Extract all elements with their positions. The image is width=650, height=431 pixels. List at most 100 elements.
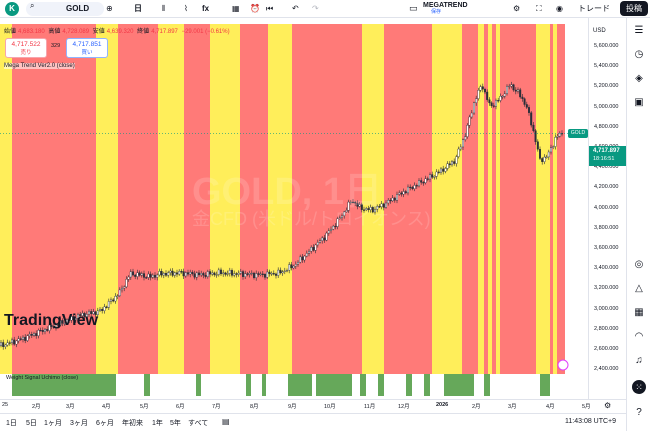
indicators-button[interactable]: fx: [202, 4, 210, 13]
candle-body: [105, 306, 108, 308]
indicator-legend[interactable]: Mega Trend Ver2.0 (close): [4, 63, 75, 69]
settings-icon[interactable]: ⚙: [513, 4, 521, 13]
candle-body: [314, 244, 317, 251]
candle-body: [103, 306, 106, 311]
stream-icon[interactable]: ◠: [634, 331, 644, 342]
alert-clock-icon[interactable]: ⏰: [250, 4, 260, 13]
candle-body: [466, 125, 469, 137]
candle-body: [343, 211, 346, 217]
help-icon[interactable]: ?: [636, 407, 642, 418]
candle-body: [4, 344, 7, 347]
time-tick: 10月: [324, 404, 336, 410]
candle-body: [112, 299, 115, 302]
range-button[interactable]: 5年: [170, 420, 181, 427]
trend-zone-yellow: [362, 24, 384, 376]
candle-body: [33, 333, 36, 336]
data-window-icon[interactable]: ▣: [634, 97, 644, 108]
candle-body: [158, 271, 161, 276]
replay-icon[interactable]: ⏮: [266, 4, 274, 13]
candle-body: [211, 272, 214, 275]
candle-body: [204, 275, 207, 277]
chart-pane[interactable]: [0, 24, 588, 399]
trade-button[interactable]: トレード: [578, 4, 610, 13]
range-button[interactable]: 3ヶ月: [70, 420, 88, 427]
candle-body: [197, 272, 200, 276]
ideas-icon[interactable]: △: [635, 283, 643, 294]
future-area: [565, 24, 588, 399]
buy-button[interactable]: 4,717.851 買い: [66, 38, 108, 58]
apps-icon[interactable]: ⁙: [632, 380, 646, 394]
candle-body: [68, 319, 71, 321]
candle-body: [26, 335, 29, 341]
candle-body: [8, 342, 11, 344]
price-tick: 3,400.000: [594, 265, 619, 272]
candle-body: [72, 316, 75, 321]
alerts-icon[interactable]: ◷: [634, 49, 644, 60]
undo-icon[interactable]: ↶: [292, 4, 299, 13]
candle-body: [94, 311, 97, 315]
candle-body: [528, 107, 531, 113]
interval-button[interactable]: 日: [134, 4, 142, 13]
watchlist-icon[interactable]: ☰: [634, 25, 644, 36]
signal-bar-green: [316, 374, 352, 396]
calendar-icon[interactable]: ▦: [634, 307, 644, 318]
fullscreen-icon[interactable]: ⛶: [536, 4, 542, 13]
candle-body: [367, 208, 370, 210]
redo-icon[interactable]: ↷: [312, 4, 319, 13]
right-sidebar: ☰ ◷ ◈ ▣ ◎ △ ▦ ◠ ♫ ⁙ ?: [626, 18, 650, 431]
candle-body: [310, 247, 313, 252]
currency-label[interactable]: USD: [593, 28, 606, 34]
search-icon[interactable]: ⌕: [30, 1, 35, 10]
candle-body: [488, 99, 491, 104]
layout-icon: ▭: [409, 3, 418, 13]
time-axis[interactable]: 25 2月 3月 4月 5月 6月 7月 8月 9月 10月 11月 12月 2026 2月 3月 4月 5月 …: [0, 399, 626, 411]
candle-body: [369, 207, 372, 210]
candle-body: [217, 269, 220, 275]
candle-body: [292, 265, 295, 269]
symbol-name[interactable]: GOLD: [66, 4, 90, 13]
range-button[interactable]: 1ヶ月: [44, 420, 62, 427]
target-icon[interactable]: ◎: [634, 259, 644, 270]
range-button[interactable]: 5日: [26, 420, 37, 427]
candle-body: [17, 338, 20, 342]
camera-icon[interactable]: ◉: [556, 4, 563, 13]
range-button[interactable]: 1日: [6, 420, 17, 427]
compare-symbol-icon[interactable]: ⊕: [106, 4, 113, 13]
layout-name-button[interactable]: ▭ MEGATREND 保存: [405, 1, 471, 17]
layers-icon[interactable]: ◈: [635, 73, 643, 84]
range-button[interactable]: 1年: [152, 420, 163, 427]
candle-body: [481, 86, 484, 90]
range-button[interactable]: すべて: [188, 420, 209, 427]
symbol-price-tag: GOLD: [568, 129, 588, 138]
clock[interactable]: 11:43:08 UTC+9: [565, 418, 617, 425]
candle-body: [279, 269, 282, 274]
price-chart[interactable]: [0, 24, 588, 399]
candle-body: [98, 309, 101, 312]
signal-bar-green: [406, 374, 412, 396]
indicator-chart-icon[interactable]: ⌇: [184, 4, 188, 13]
range-button[interactable]: 年初来: [122, 420, 143, 427]
templates-icon[interactable]: ▦: [232, 4, 240, 13]
candle-body: [241, 271, 244, 277]
candle-body: [543, 156, 546, 162]
candle-body: [499, 96, 502, 101]
candle-body: [151, 274, 154, 278]
sell-button[interactable]: 4,717.522 売り: [5, 38, 47, 58]
signal-bar-green: [424, 374, 430, 396]
notifications-icon[interactable]: ♫: [635, 355, 643, 366]
candle-body: [457, 148, 460, 157]
user-avatar[interactable]: K: [5, 2, 19, 16]
goto-date-icon[interactable]: ▤: [222, 417, 230, 426]
price-axis[interactable]: USD 5,600.000 5,400.000 5,200.000 5,000.000…: [588, 18, 627, 399]
sub-indicator-legend[interactable]: Weight Signal Uchimo (close): [6, 375, 79, 381]
symbol-search[interactable]: GOLD: [26, 2, 104, 16]
time-tick: 11月: [364, 404, 376, 410]
candlestick-icon[interactable]: ⫴: [162, 4, 166, 13]
range-button[interactable]: 6ヶ月: [96, 420, 114, 427]
candle-body: [404, 191, 407, 194]
candle-body: [354, 201, 357, 204]
axis-settings-icon[interactable]: ⚙: [604, 401, 612, 410]
candle-body: [308, 250, 311, 254]
event-lightning-icon[interactable]: [557, 359, 569, 371]
publish-button[interactable]: 投稿: [620, 1, 648, 16]
